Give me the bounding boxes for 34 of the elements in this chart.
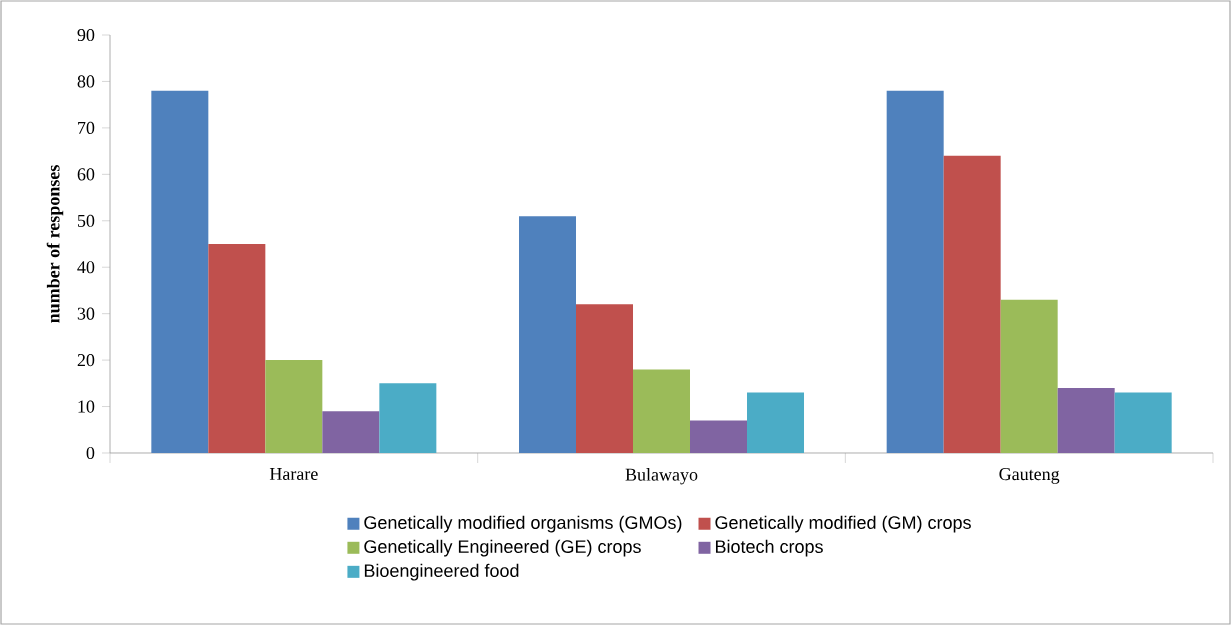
bar <box>1057 387 1115 453</box>
bar <box>322 411 380 453</box>
y-tick-label: 70 <box>78 121 95 134</box>
x-tick-label: Gauteng <box>999 468 1060 484</box>
legend-label: Genetically modified organisms (GMOs) <box>364 515 682 533</box>
y-tick-label: 50 <box>77 214 95 227</box>
y-tick-label: 40 <box>77 261 95 274</box>
bar <box>943 155 1001 453</box>
bar <box>1000 299 1058 453</box>
bar <box>208 244 266 453</box>
y-tick-label: 80 <box>77 75 95 88</box>
y-axis-title: number of responses <box>46 165 64 323</box>
bar <box>633 369 691 453</box>
legend-label: Bioengineered food <box>364 563 519 581</box>
bar <box>1114 392 1172 453</box>
legend-label: Genetically modified (GM) crops <box>715 515 971 533</box>
y-tick-label: 20 <box>77 354 95 367</box>
bar <box>576 304 634 453</box>
bar <box>690 420 748 453</box>
bar <box>151 90 209 453</box>
y-tick-label: 0 <box>86 446 95 460</box>
x-tick-label: Harare <box>269 468 318 481</box>
x-tick-label: Bulawayo <box>625 468 698 485</box>
y-tick-label: 60 <box>77 168 95 181</box>
bar <box>886 90 944 453</box>
bar <box>265 360 323 453</box>
y-tick-label: 30 <box>77 307 95 320</box>
legend-label: Biotech crops <box>715 539 823 557</box>
bar <box>519 216 576 453</box>
y-tick-label: 10 <box>78 400 95 413</box>
legend-label: Genetically Engineered (GE) crops <box>364 539 641 557</box>
bar <box>747 392 805 453</box>
y-tick-label: 90 <box>77 28 95 42</box>
bar <box>379 383 437 453</box>
